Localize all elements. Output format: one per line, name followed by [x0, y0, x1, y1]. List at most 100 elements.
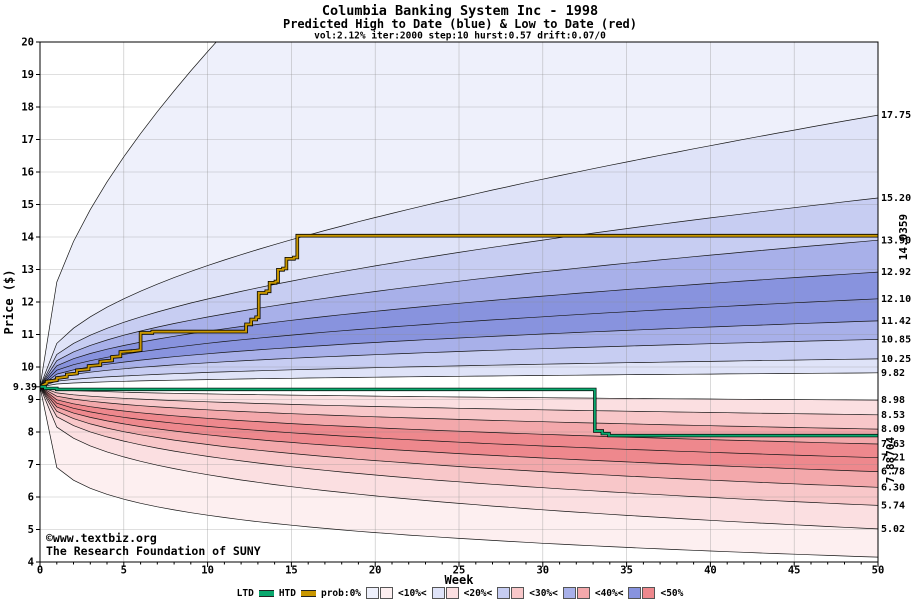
legend-swatch-pair: [431, 587, 459, 599]
percentile-curve: [40, 386, 878, 401]
legend-swatch-blue: [562, 587, 576, 599]
y-tick-label: 16: [21, 167, 34, 179]
percentile-curve: [40, 42, 217, 387]
prob-band-high: [40, 198, 878, 387]
percentile-curve: [40, 386, 878, 472]
x-axis-title: Week: [445, 573, 475, 587]
legend-swatch-blue: [431, 587, 445, 599]
percentile-curve: [40, 386, 878, 488]
band-endpoint-label: 15.20: [881, 193, 911, 204]
legend-swatch-blue: [628, 587, 642, 599]
legend-label: <20%<: [463, 587, 493, 599]
band-endpoint-label: 12.92: [881, 267, 911, 278]
y-tick-label: 10: [21, 362, 34, 374]
prob-band-high: [40, 298, 878, 387]
ltd-line: [40, 385, 878, 437]
y-tick-label: 19: [21, 69, 34, 81]
band-endpoint-label: 17.75: [881, 110, 911, 121]
y-tick-label: 14: [21, 232, 34, 244]
legend-swatch-blue: [366, 587, 380, 599]
y-tick-label: 18: [21, 102, 34, 114]
legend-label: <30%<: [529, 587, 558, 599]
percentile-curves: [40, 42, 878, 558]
legend-label: <10%<: [398, 587, 427, 599]
percentile-curve: [40, 386, 878, 445]
band-endpoint-label: 5.74: [881, 500, 905, 511]
percentile-curve: [40, 386, 878, 430]
band-endpoint-label: 11.42: [881, 316, 911, 327]
band-endpoint-label: 8.53: [881, 410, 905, 421]
legend-swatch-blue: [497, 587, 511, 599]
legend-swatch-red: [380, 587, 394, 599]
x-tick-label: 50: [872, 565, 885, 577]
percentile-curve: [40, 271, 878, 388]
y-axis-title: Price ($): [2, 269, 16, 334]
legend-label: <50%: [660, 587, 684, 599]
y-tick-label: 12: [21, 297, 34, 309]
x-tick-label: 25: [453, 565, 466, 577]
y-tick-label: 20: [21, 37, 34, 49]
chart-params: vol:2.12% iter:2000 step:10 hurst:0.57 d…: [314, 31, 606, 42]
x-tick-label: 20: [369, 565, 382, 577]
prob-band-high: [40, 272, 878, 387]
legend-swatch-pair: [497, 587, 525, 599]
y-tick-label: 4: [28, 557, 34, 569]
y-tick-label: 5: [28, 524, 34, 536]
legend-label: LTD: [236, 587, 254, 599]
prob-band-low: [40, 386, 878, 430]
y-tick-label: 17: [21, 134, 34, 146]
chart-subtitle: Predicted High to Date (blue) & Low to D…: [283, 17, 637, 31]
percentile-curve: [40, 298, 878, 388]
x-tick-label: 30: [536, 565, 549, 577]
prob-band-high: [40, 240, 878, 387]
band-endpoint-label: 7.63: [881, 439, 905, 450]
prob-band-high: [40, 42, 878, 387]
legend-swatch-red: [576, 587, 590, 599]
ltd-final-label: 7.88704: [884, 436, 897, 483]
y-tick-label: 13: [21, 264, 34, 276]
prob-band-low: [40, 386, 878, 558]
band-endpoint-label: 7.21: [881, 453, 905, 464]
legend-label: <40%<: [594, 587, 624, 599]
legend-swatch-red: [511, 587, 525, 599]
prob-band-low: [40, 386, 878, 444]
legend-label: HTD: [278, 587, 296, 599]
percentile-curve: [40, 320, 878, 388]
htd-final-label: 14.0359: [897, 214, 910, 260]
legend-swatch-pair: [628, 587, 656, 599]
right-price-labels: 17.75 15.20 13.90 12.92 12.10 11.42 10.85 10.25…: [881, 110, 911, 535]
percentile-curve: [40, 386, 878, 416]
x-tick-label: 0: [37, 565, 43, 577]
percentile-curve: [40, 358, 878, 388]
band-endpoint-label: 10.85: [881, 334, 911, 345]
band-endpoint-label: 13.90: [881, 235, 911, 246]
legend-swatch-red: [642, 587, 656, 599]
percentile-curve: [40, 339, 878, 388]
band-endpoint-label: 6.78: [881, 467, 905, 478]
y-tick-label: 11: [21, 329, 34, 341]
prob-band-low: [40, 386, 878, 458]
band-endpoint-label: 8.98: [881, 395, 905, 406]
percentile-curve: [40, 114, 878, 387]
legend-swatch-pair: [366, 587, 394, 599]
legend-line-swatch: [300, 589, 316, 597]
percentile-curve: [40, 239, 878, 387]
series-lines: [40, 233, 878, 438]
x-tick-label: 40: [704, 565, 717, 577]
band-endpoint-label: 6.30: [881, 482, 905, 493]
watermark-line2: The Research Foundation of SUNY: [46, 544, 261, 558]
x-tick-label: 15: [285, 565, 298, 577]
x-tick-label: 45: [788, 565, 801, 577]
prob-band-high: [40, 320, 878, 387]
band-endpoint-label: 8.09: [881, 424, 905, 435]
percentile-curve: [40, 386, 878, 558]
chart-title: Columbia Banking System Inc - 1998: [322, 3, 598, 19]
legend-label: prob:0%: [320, 587, 362, 599]
htd-line: [40, 234, 878, 388]
percentile-curve: [40, 197, 878, 387]
x-tick-label: 10: [201, 565, 214, 577]
y-tick-label: 15: [21, 199, 34, 211]
percentile-curve: [40, 386, 878, 459]
